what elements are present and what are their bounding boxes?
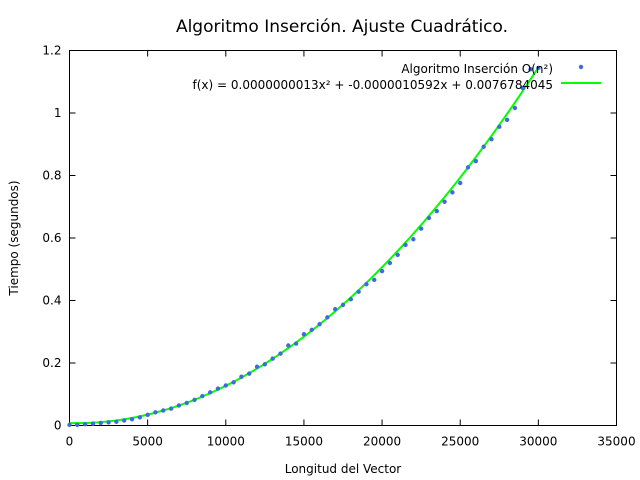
- data-point: [434, 208, 439, 214]
- data-point: [200, 393, 205, 399]
- data-point: [82, 422, 88, 427]
- data-point: [145, 412, 150, 418]
- data-point: [356, 289, 361, 294]
- data-point: [418, 226, 424, 231]
- data-point: [184, 400, 189, 406]
- data-point: [176, 403, 182, 408]
- data-point: [426, 215, 432, 221]
- data-point: [411, 237, 416, 242]
- x-tick-label: 25000: [441, 435, 479, 449]
- data-point: [215, 386, 221, 391]
- data-point: [168, 406, 174, 411]
- y-tick-label: 0.4: [42, 294, 61, 308]
- x-tick-label: 5000: [132, 435, 163, 449]
- data-point: [293, 341, 299, 346]
- legend: Algoritmo Inserción O(n²) f(x) = 0.000000…: [193, 62, 601, 92]
- data-point: [528, 67, 533, 72]
- data-point: [442, 199, 447, 204]
- data-point: [129, 417, 135, 422]
- y-tick-label: 0: [54, 419, 62, 433]
- data-point: [387, 260, 393, 266]
- data-point: [98, 420, 103, 426]
- data-point: [286, 343, 291, 348]
- legend-marker-points: [578, 64, 584, 70]
- data-point: [473, 158, 479, 164]
- data-point: [364, 282, 369, 287]
- data-point: [270, 356, 275, 361]
- data-point: [512, 105, 518, 111]
- data-point: [67, 422, 72, 428]
- data-point: [301, 332, 307, 337]
- data-point: [122, 418, 127, 423]
- y-tick-label: 0.2: [42, 356, 61, 370]
- data-point: [192, 397, 197, 403]
- y-axis: 0 0.2 0.4 0.6 0.8 1 1.2: [42, 44, 617, 433]
- legend-label-fit: f(x) = 0.0000000013x² + -0.0000010592x +…: [193, 78, 553, 92]
- data-point: [114, 419, 119, 424]
- y-axis-label: Tiempo (segundos): [7, 180, 21, 296]
- data-point: [395, 252, 400, 258]
- data-point: [231, 380, 236, 385]
- y-tick-label: 0.6: [42, 231, 61, 245]
- data-point: [106, 420, 111, 425]
- data-point: [520, 85, 525, 91]
- x-axis-label: Longitud del Vector: [285, 462, 402, 476]
- data-point: [262, 362, 268, 367]
- data-point: [254, 364, 260, 369]
- x-axis: 0 5000 10000 15000 20000 25000 30000 35000: [66, 50, 636, 449]
- data-point: [340, 302, 346, 308]
- data-point: [489, 137, 494, 142]
- data-point: [372, 277, 377, 283]
- data-point: [403, 242, 408, 248]
- data-point: [137, 415, 143, 420]
- plot-area: [69, 50, 617, 426]
- data-point: [379, 268, 385, 274]
- y-tick-label: 1.2: [42, 44, 61, 58]
- data-point: [458, 180, 463, 186]
- data-point: [161, 408, 166, 413]
- x-tick-label: 30000: [519, 435, 557, 449]
- data-point: [481, 144, 486, 149]
- x-tick-label: 10000: [207, 435, 245, 449]
- data-point: [348, 297, 354, 302]
- data-point: [90, 421, 96, 426]
- data-point: [223, 383, 228, 388]
- data-point: [309, 327, 314, 333]
- x-tick-label: 35000: [597, 435, 635, 449]
- y-tick-label: 0.8: [42, 169, 61, 183]
- fit-series: [69, 66, 540, 425]
- data-point: [75, 422, 80, 428]
- points-series: [67, 65, 541, 428]
- x-tick-label: 15000: [285, 435, 323, 449]
- x-tick-label: 0: [66, 435, 74, 449]
- data-point: [239, 374, 244, 379]
- legend-label-points: Algoritmo Inserción O(n²): [401, 62, 553, 76]
- data-point: [504, 117, 510, 123]
- data-point: [536, 65, 541, 71]
- data-point: [450, 190, 455, 195]
- data-point: [317, 322, 322, 327]
- y-tick-label: 1: [54, 106, 62, 120]
- data-point: [278, 351, 283, 356]
- data-point: [325, 315, 330, 320]
- data-point: [332, 307, 338, 312]
- data-point: [207, 390, 213, 395]
- data-point: [465, 165, 471, 170]
- x-tick-label: 20000: [363, 435, 401, 449]
- data-point: [247, 371, 252, 376]
- data-point: [153, 410, 158, 415]
- chart-title: Algoritmo Inserción. Ajuste Cuadrático.: [176, 17, 508, 37]
- data-point: [497, 124, 502, 129]
- fit-line: [69, 66, 540, 425]
